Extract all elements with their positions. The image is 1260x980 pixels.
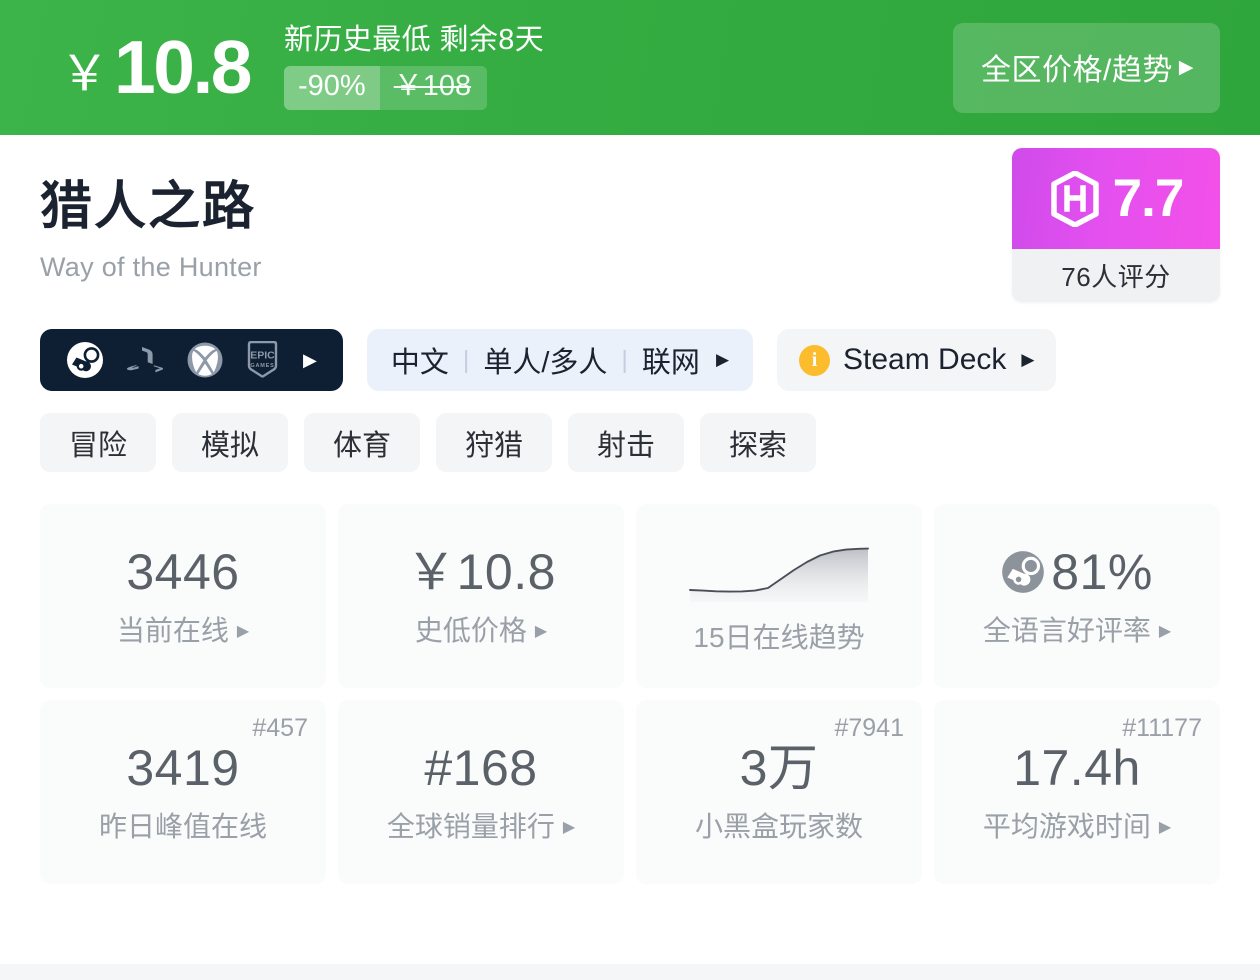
stat-label-row: 小黑盒玩家数	[695, 813, 863, 841]
rank-badge: #7941	[834, 714, 904, 743]
stat-card-lowest-price[interactable]: ￥10.8 史低价格 ▶	[338, 504, 624, 689]
chevron-right-icon: ▶	[1158, 623, 1172, 641]
promo-discount-box: -90% ￥108	[284, 66, 488, 110]
stat-card-yesterday-peak[interactable]: #457 3419 昨日峰值在线	[40, 700, 326, 885]
stat-label-row: 史低价格 ▶	[415, 617, 547, 645]
promo-currency-symbol: ￥	[60, 47, 109, 101]
stat-label: 昨日峰值在线	[98, 811, 267, 843]
stat-value: 3万	[739, 740, 819, 797]
stat-label-row: 15日在线趋势	[693, 624, 864, 652]
stat-label: 15日在线趋势	[693, 622, 865, 654]
chevron-right-icon: ▶	[236, 623, 250, 641]
stat-value: 3419	[126, 740, 240, 797]
svg-text:GAMES: GAMES	[250, 363, 274, 369]
chevron-right-icon: ▶	[1178, 57, 1194, 78]
genre-tag[interactable]: 冒险	[40, 413, 156, 473]
stat-value: #168	[424, 740, 538, 797]
stat-card-grid: 3446 当前在线 ▶ ￥10.8 史低价格 ▶	[40, 504, 1220, 885]
meta-pill-row: EPIC GAMES ▶ 中文 | 单人/多人 | 联网 ▶ i Steam D…	[40, 329, 1220, 392]
stat-label: 当前在线	[116, 615, 229, 647]
stat-label-row: 昨日峰值在线	[99, 813, 267, 841]
heybox-logo-icon	[1049, 170, 1101, 227]
rating-score: 7.7	[1112, 169, 1185, 228]
chevron-right-icon: ▶	[534, 623, 548, 641]
genre-tag[interactable]: 体育	[304, 413, 420, 473]
page-body: 猎人之路 Way of the Hunter 7.7 76人评分	[0, 135, 1260, 885]
rating-count: 76人评分	[1061, 262, 1171, 292]
stat-label: 全球销量排行	[386, 811, 555, 843]
page-title: 猎人之路	[40, 178, 257, 236]
promo-header: ￥ 10.8 新历史最低 剩余8天 -90% ￥108 全区价格/趋势 ▶	[0, 0, 1260, 135]
info-icon: i	[799, 344, 831, 376]
stat-value: 81%	[1051, 544, 1153, 601]
stat-label: 平均游戏时间	[982, 811, 1151, 843]
chevron-right-icon: ▶	[562, 819, 576, 837]
online-trend-sparkline	[688, 540, 870, 604]
chevron-right-icon: ▶	[715, 350, 730, 370]
promo-original-price: ￥108	[393, 70, 472, 103]
stat-value: 17.4h	[1013, 740, 1141, 797]
steam-deck-pill[interactable]: i Steam Deck ▶	[777, 329, 1057, 392]
promo-price-value: 10.8	[114, 25, 252, 109]
stat-card-heybox-players[interactable]: #7941 3万 小黑盒玩家数	[636, 700, 922, 885]
genre-tag[interactable]: 探索	[700, 413, 816, 473]
promo-price: ￥ 10.8	[60, 25, 252, 109]
language-features-pill[interactable]: 中文 | 单人/多人 | 联网 ▶	[366, 329, 754, 392]
rank-badge: #457	[252, 714, 308, 743]
divider: |	[462, 345, 470, 374]
chevron-right-icon: ▶	[303, 350, 317, 371]
rating-score-panel: 7.7	[1012, 148, 1220, 249]
stat-label: 史低价格	[414, 615, 527, 647]
steam-deck-label: Steam Deck	[843, 343, 1007, 377]
steam-icon[interactable]	[66, 341, 104, 379]
language-item-players: 单人/多人	[483, 347, 608, 380]
genre-tag[interactable]: 射击	[568, 413, 684, 473]
promo-discount-badge: -90%	[284, 66, 380, 110]
stat-label-row: 当前在线 ▶	[117, 617, 249, 645]
stat-label: 小黑盒玩家数	[694, 811, 863, 843]
xbox-icon[interactable]	[186, 341, 224, 379]
epic-games-icon[interactable]: EPIC GAMES	[246, 341, 279, 379]
region-price-trend-button[interactable]: 全区价格/趋势 ▶	[953, 22, 1220, 113]
promo-note: 新历史最低 剩余8天	[284, 24, 545, 57]
game-subtitle: Way of the Hunter	[40, 252, 262, 283]
chevron-right-icon: ▶	[1158, 819, 1172, 837]
stat-label: 全语言好评率	[982, 615, 1151, 647]
footer-divider	[0, 964, 1260, 980]
stat-card-positive-rate[interactable]: 81% 全语言好评率 ▶	[934, 504, 1220, 689]
stat-label-row: 全语言好评率 ▶	[983, 617, 1171, 645]
genre-tag[interactable]: 模拟	[172, 413, 288, 473]
language-item-chinese: 中文	[390, 347, 449, 380]
stat-value: ￥10.8	[406, 544, 556, 601]
svg-text:EPIC: EPIC	[250, 350, 275, 362]
stat-card-current-online[interactable]: 3446 当前在线 ▶	[40, 504, 326, 689]
title-section: 猎人之路 Way of the Hunter 7.7 76人评分	[40, 135, 1220, 302]
steam-icon	[1001, 550, 1045, 594]
stat-value-row: 81%	[1001, 547, 1153, 597]
playstation-icon[interactable]	[126, 345, 164, 375]
stat-card-avg-playtime[interactable]: #11177 17.4h 平均游戏时间 ▶	[934, 700, 1220, 885]
stat-card-online-trend[interactable]: 15日在线趋势	[636, 504, 922, 689]
rating-badge[interactable]: 7.7 76人评分	[1012, 148, 1220, 302]
genre-tag[interactable]: 狩猎	[436, 413, 552, 473]
chevron-right-icon: ▶	[1021, 350, 1035, 370]
genre-tag-row: 冒险 模拟 体育 狩猎 射击 探索	[40, 413, 1220, 473]
language-item-online: 联网	[641, 347, 700, 380]
platforms-pill[interactable]: EPIC GAMES ▶	[40, 329, 343, 392]
stat-value: 3446	[126, 544, 240, 601]
region-price-trend-label: 全区价格/趋势	[981, 53, 1173, 87]
stat-label-row: 平均游戏时间 ▶	[983, 813, 1171, 841]
promo-details: 新历史最低 剩余8天 -90% ￥108	[284, 24, 545, 110]
divider: |	[621, 345, 628, 374]
stat-label-row: 全球销量排行 ▶	[387, 813, 575, 841]
rank-badge: #11177	[1122, 714, 1202, 743]
stat-card-global-sales-rank[interactable]: #168 全球销量排行 ▶	[338, 700, 624, 885]
